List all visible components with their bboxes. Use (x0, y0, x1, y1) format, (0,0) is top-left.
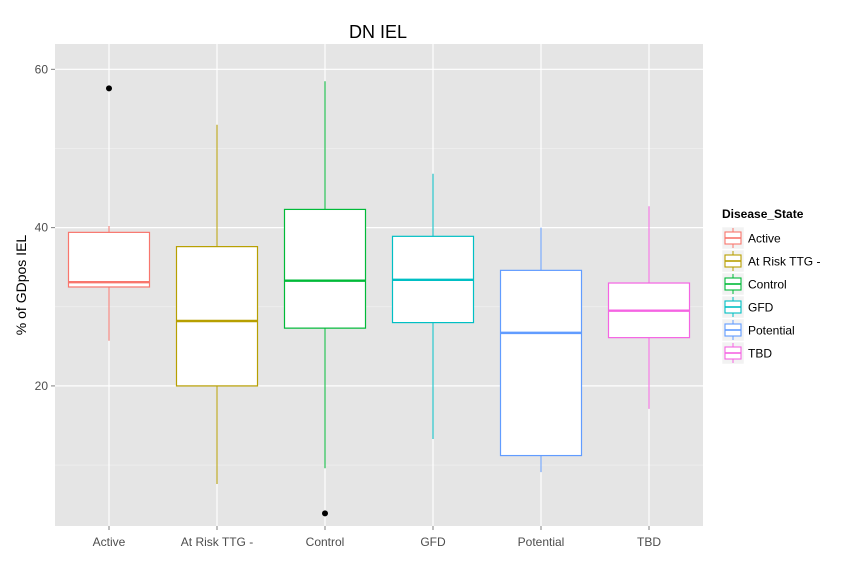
box-iqr (175, 246, 259, 387)
legend-item: TBD (721, 341, 772, 365)
x-tick-label: Control (306, 535, 345, 549)
box-iqr (283, 208, 367, 329)
legend-item: Active (721, 226, 781, 250)
outlier-point (106, 85, 112, 92)
x-tick-label: GFD (420, 535, 446, 549)
x-tick-label: Potential (518, 535, 565, 549)
box-iqr (499, 269, 583, 457)
box-potential (499, 227, 583, 473)
y-axis: 20 40 60 (35, 62, 55, 393)
legend-label: GFD (748, 301, 774, 315)
legend-items: Active At Risk TTG - Control GFD Potential TB… (721, 226, 820, 365)
box-iqr (67, 231, 151, 288)
box-active (67, 85, 151, 341)
y-axis-label: % of GDpos IEL (13, 235, 29, 336)
x-tick-label: Active (93, 535, 126, 549)
plot-panel (55, 44, 703, 526)
legend-label: Potential (748, 324, 795, 338)
boxes-layer (67, 81, 691, 517)
legend: Disease_State Active At Risk TTG - Control… (721, 207, 820, 365)
x-tick-label: TBD (637, 535, 661, 549)
chart-title: DN IEL (349, 22, 407, 42)
x-tick-label: At Risk TTG - (181, 535, 253, 549)
y-tick-label: 60 (35, 62, 49, 76)
y-tick-label: 40 (35, 221, 49, 235)
legend-label: Control (748, 278, 787, 292)
box-control (283, 81, 367, 517)
legend-item: Potential (721, 318, 795, 342)
x-axis: Active At Risk TTG - Control GFD Potential TB… (93, 526, 661, 549)
box-at-risk-ttg (175, 124, 259, 485)
box-gfd (391, 173, 475, 439)
y-tick-label: 20 (35, 379, 49, 393)
legend-item: At Risk TTG - (721, 249, 820, 273)
legend-item: GFD (721, 295, 774, 319)
legend-title: Disease_State (722, 207, 804, 221)
box-tbd (607, 206, 691, 409)
legend-label: Active (748, 232, 781, 246)
legend-label: TBD (748, 347, 772, 361)
outlier-point (322, 510, 328, 517)
legend-label: At Risk TTG - (748, 255, 820, 269)
legend-item: Control (721, 272, 787, 296)
